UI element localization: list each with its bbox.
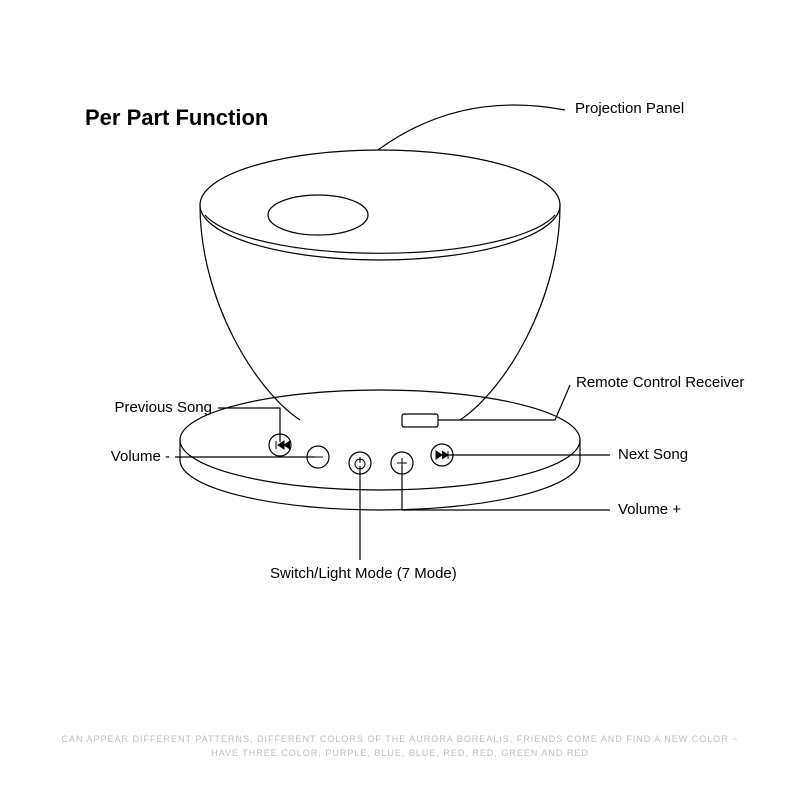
base-top-ellipse <box>180 390 580 490</box>
diagram-canvas: Per Part Function <box>0 0 800 800</box>
footer-text: CAN APPEAR DIFFERENT PATTERNS, DIFFERENT… <box>0 733 800 760</box>
footer-line-2: HAVE THREE COLOR, PURPLE, BLUE, BLUE, RE… <box>0 747 800 761</box>
label-volume-plus: Volume + <box>618 501 681 518</box>
bowl-inner-lip <box>205 215 555 253</box>
label-switch-mode: Switch/Light Mode (7 Mode) <box>270 565 457 582</box>
callout-projection-panel <box>378 105 565 150</box>
footer-line-1: CAN APPEAR DIFFERENT PATTERNS, DIFFERENT… <box>0 733 800 747</box>
callout-remote-receiver <box>438 385 570 420</box>
label-next-song: Next Song <box>618 446 688 463</box>
bowl-top-ellipse <box>200 150 560 260</box>
callout-previous-song <box>218 408 280 442</box>
bowl-left-side <box>200 205 300 420</box>
bowl-right-side <box>460 205 560 420</box>
label-volume-minus: Volume - <box>111 448 170 465</box>
inner-lens-ellipse <box>268 195 368 235</box>
remote-receiver-icon <box>402 414 438 427</box>
label-remote-receiver: Remote Control Receiver <box>576 374 744 391</box>
label-projection-panel: Projection Panel <box>575 100 684 117</box>
label-previous-song: Previous Song <box>114 399 212 416</box>
button-row <box>269 434 453 474</box>
button-icons <box>276 441 448 469</box>
prev-icon <box>276 441 290 449</box>
base-bottom-arc <box>180 440 580 510</box>
